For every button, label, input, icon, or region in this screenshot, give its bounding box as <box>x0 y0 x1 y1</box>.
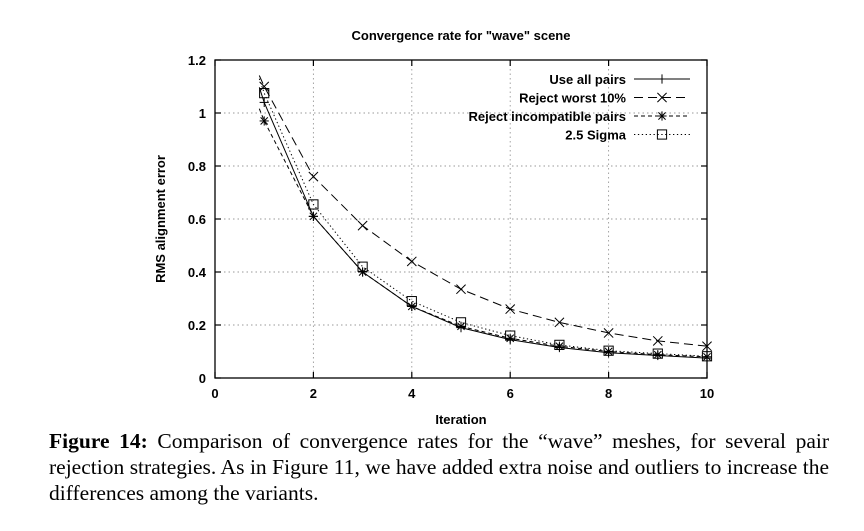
caption-label: Figure 14: <box>49 429 148 453</box>
series-2-point <box>357 220 368 231</box>
series-1-point <box>259 97 269 107</box>
y-axis-label: RMS alignment error <box>153 155 168 283</box>
series-2-point <box>308 171 319 182</box>
grid <box>215 60 707 378</box>
series-4-point <box>652 348 663 359</box>
convergence-chart: 0 2 4 6 8 10 0 0.2 0.4 0.6 0.8 1 1.2 Use all pairs Re… <box>153 28 714 427</box>
series-3-point <box>653 350 663 360</box>
legend-label: Reject worst 10% <box>519 91 626 106</box>
series-4-point <box>406 296 417 307</box>
series-3-point <box>554 341 564 351</box>
x-tick-label: 10 <box>700 386 714 401</box>
y-tick-label: 0.4 <box>188 265 207 280</box>
caption-text: Comparison of convergence rates for the … <box>49 429 830 505</box>
legend-marker <box>656 129 668 140</box>
series-3-point <box>604 346 614 357</box>
series-4-point <box>603 345 614 356</box>
figure-caption: Figure 14: Comparison of convergence rat… <box>49 428 829 506</box>
series-3-point <box>456 321 466 331</box>
series-line-1 <box>258 87 707 359</box>
x-tick-label: 2 <box>310 386 317 401</box>
x-axis-label: Iteration <box>435 412 486 427</box>
series-2-point <box>406 256 417 267</box>
x-tick-label: 4 <box>408 386 416 401</box>
legend-marker <box>657 111 667 121</box>
x-tick-label: 0 <box>211 386 218 401</box>
legend: Use all pairs Reject worst 10% Reject inco… <box>469 72 690 143</box>
series-3-point <box>358 267 368 277</box>
series-2-point <box>652 335 663 346</box>
series-2-point <box>456 284 466 295</box>
y-tick-label: 0.6 <box>188 212 206 227</box>
series-3-point <box>308 211 318 221</box>
series-4-point <box>308 199 319 210</box>
y-tick-label: 0.2 <box>188 318 206 333</box>
series-line-3 <box>258 108 707 358</box>
series-2-point <box>259 81 270 92</box>
y-tick-label: 0 <box>199 371 206 386</box>
legend-label: Reject incompatible pairs <box>469 109 627 124</box>
marker-layer <box>259 81 713 363</box>
series-2-point <box>505 304 516 315</box>
series-4-point <box>259 88 270 99</box>
y-tick-label: 1.2 <box>188 53 206 68</box>
legend-label: Use all pairs <box>549 72 626 87</box>
series-4-point <box>357 261 368 272</box>
series-2-point <box>554 317 565 328</box>
series-3-point <box>505 333 515 343</box>
legend-marker <box>657 74 667 84</box>
legend-marker <box>657 92 667 103</box>
y-tick-label: 1 <box>199 106 206 121</box>
series-4-point <box>455 317 467 328</box>
series-3-point <box>407 301 417 312</box>
series-3-point <box>259 116 269 126</box>
x-tick-label: 6 <box>507 386 514 401</box>
legend-label: 2.5 Sigma <box>565 128 626 143</box>
series-4-point <box>505 330 516 341</box>
series-2-point <box>603 327 614 338</box>
x-tick-label: 8 <box>605 386 612 401</box>
chart-title: Convergence rate for "wave" scene <box>352 28 571 43</box>
y-tick-label: 0.8 <box>188 159 206 174</box>
series-4-point <box>554 339 565 350</box>
ticks: 0 2 4 6 8 10 0 0.2 0.4 0.6 0.8 1 1.2 <box>188 53 714 401</box>
